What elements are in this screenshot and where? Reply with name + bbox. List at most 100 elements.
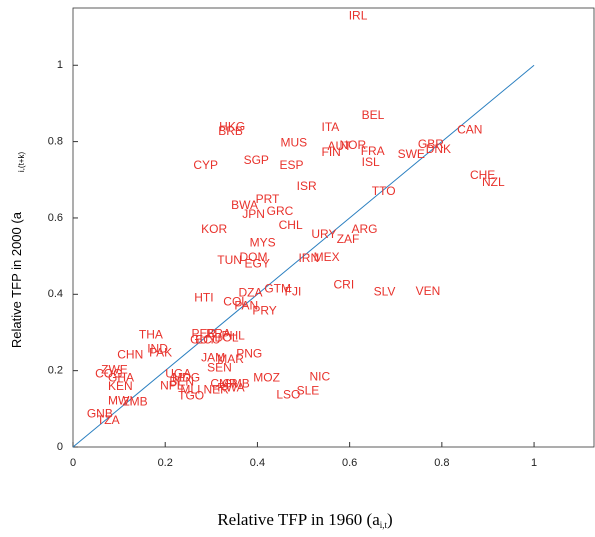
point-label: THA — [139, 328, 163, 342]
y-label-sub: i,(t+k) — [17, 152, 26, 173]
point-label: ZMB — [122, 395, 147, 409]
point-label: DZA — [239, 286, 263, 300]
point-label: LSO — [276, 387, 300, 401]
point-label: GRC — [267, 204, 294, 218]
point-label: BEN — [169, 374, 194, 388]
point-label: GTM — [264, 282, 291, 296]
point-label: MUS — [280, 135, 307, 149]
point-label: ITA — [322, 120, 340, 134]
point-label: KEN — [108, 379, 133, 393]
y-label-main: Relative TFP in 2000 (a — [9, 211, 24, 348]
x-label-end: ) — [387, 510, 393, 529]
point-label: FIN — [322, 145, 341, 159]
point-label: PER — [191, 327, 216, 341]
y-axis-label: Relative TFP in 2000 (a i,(t+k) — [9, 152, 26, 349]
point-label: PHL — [221, 328, 245, 342]
point-label: GBR — [418, 137, 444, 151]
point-label: BRB — [218, 124, 243, 138]
y-tick-label: 0.2 — [48, 365, 63, 377]
point-label: SLE — [297, 383, 320, 397]
y-tick-label: 0.4 — [48, 288, 63, 300]
point-label: IRN — [298, 251, 319, 265]
point-label: NER — [203, 382, 229, 396]
point-label: IND — [147, 341, 168, 355]
point-label: ECU — [195, 333, 220, 347]
point-label: BRA — [206, 327, 231, 341]
point-label: VEN — [416, 284, 441, 298]
point-label: DOM — [239, 250, 267, 264]
point-label: BEL — [362, 108, 385, 122]
x-tick-label: 0.4 — [250, 457, 265, 469]
point-label: FRA — [361, 144, 385, 158]
point-label: MYS — [250, 236, 276, 250]
point-label: NPL — [160, 378, 184, 392]
point-label: MEX — [314, 250, 340, 264]
x-tick-label: 0.2 — [158, 457, 173, 469]
point-label: URY — [311, 227, 336, 241]
point-label: SLV — [374, 285, 396, 299]
y-tick-label: 0.8 — [48, 136, 63, 148]
point-label: PNG — [236, 346, 262, 360]
point-label: EGY — [245, 257, 270, 271]
point-label: CRI — [334, 278, 355, 292]
point-label: CAN — [457, 122, 482, 136]
reference-line — [72, 64, 535, 448]
point-label: CHE — [470, 168, 495, 182]
point-label: BWA — [231, 198, 258, 212]
point-label: TGO — [178, 388, 204, 402]
point-label: ESP — [280, 158, 304, 172]
point-label: JAM — [201, 351, 225, 365]
point-label: SEN — [207, 361, 232, 375]
point-label: MLI — [180, 382, 200, 396]
point-label: ARG — [351, 222, 377, 236]
x-tick-label: 1 — [531, 457, 537, 469]
y-tick-label: 0 — [57, 441, 63, 453]
point-label: PAN — [234, 299, 258, 313]
point-label: JPN — [242, 207, 265, 221]
point-label: CYP — [193, 158, 218, 172]
point-label: ZAF — [337, 232, 360, 246]
point-label: RWA — [217, 380, 244, 394]
point-label: DNK — [426, 142, 451, 156]
y-tick-label: 1 — [57, 59, 63, 71]
x-label-sub: i,t — [380, 520, 388, 530]
point-label: CHL — [279, 218, 303, 232]
x-tick-label: 0.6 — [342, 457, 357, 469]
point-label: PRY — [252, 304, 276, 318]
point-label: TTO — [372, 184, 396, 198]
point-label: HKG — [219, 119, 245, 133]
point-label: SWE — [398, 147, 425, 161]
point-label: TZA — [97, 413, 120, 427]
point-label: UGA — [165, 366, 191, 380]
point-label: NOR — [339, 138, 366, 152]
point-label: GUY — [190, 333, 216, 347]
point-label: MOZ — [253, 370, 280, 384]
point-label: GNB — [87, 406, 113, 420]
point-label: ISL — [362, 155, 380, 169]
point-label: KOR — [201, 222, 227, 236]
x-label-main: Relative TFP in 1960 (a — [217, 510, 380, 529]
point-label: MWI — [108, 393, 133, 407]
point-label: CHN — [117, 348, 143, 362]
point-label: MAR — [217, 352, 244, 366]
point-label: CMR — [210, 377, 238, 391]
point-label: PRT — [256, 192, 280, 206]
point-label: HTI — [194, 291, 213, 305]
point-label: SGP — [244, 153, 269, 167]
point-label: FJI — [285, 285, 302, 299]
point-label: PAK — [149, 346, 172, 360]
point-label: TUN — [217, 253, 242, 267]
x-axis-label: Relative TFP in 1960 (ai,t) — [217, 510, 392, 530]
point-label: MDG — [172, 370, 200, 384]
point-label: NIC — [310, 369, 331, 383]
point-label: COL — [223, 294, 248, 308]
point-label: GHA — [108, 370, 134, 384]
x-tick-label: 0 — [70, 457, 76, 469]
point-label: ISR — [297, 179, 317, 193]
point-label: COG — [95, 366, 122, 380]
plot-area — [72, 7, 595, 448]
point-label: AUT — [328, 139, 353, 153]
point-label: NZL — [482, 175, 505, 189]
point-label: BOL — [215, 330, 239, 344]
